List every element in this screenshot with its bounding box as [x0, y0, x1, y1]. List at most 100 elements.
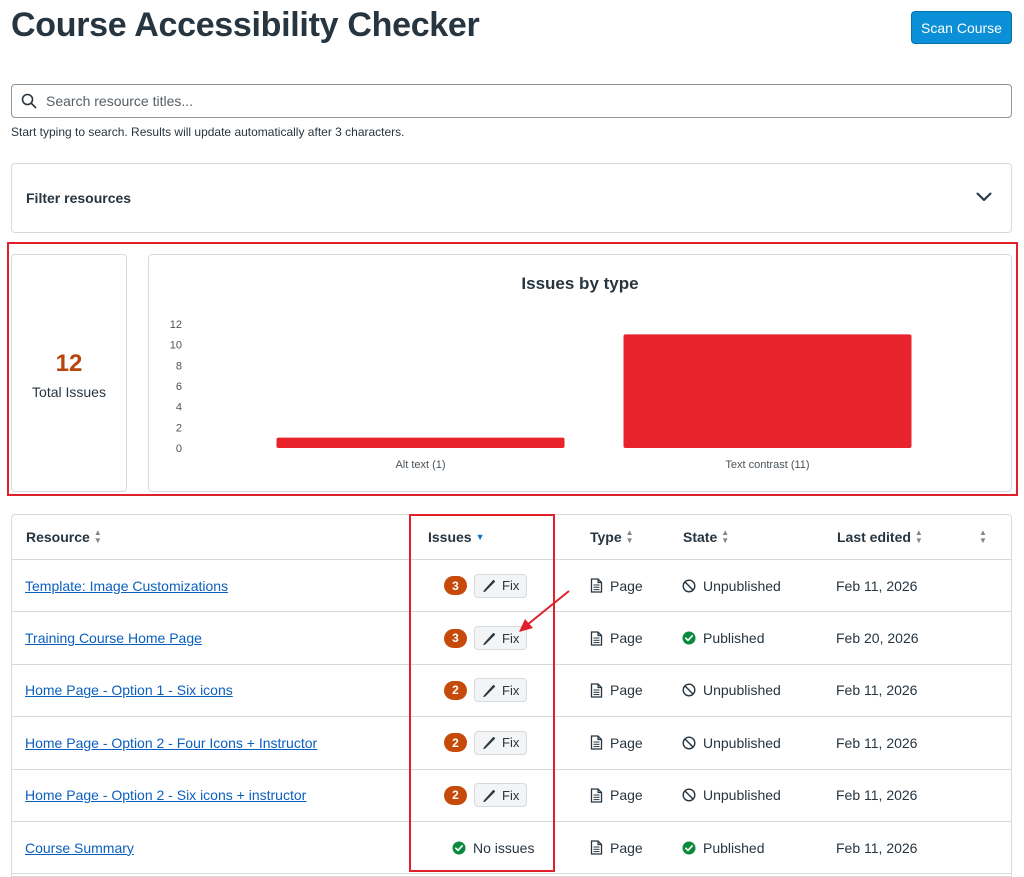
state-label: Published — [703, 630, 765, 647]
type-label: Page — [610, 787, 643, 804]
state-cell: Published — [682, 612, 765, 663]
y-tick-label: 10 — [170, 340, 182, 352]
table-row: Training Course Home Page 3 Fix Page Publish… — [12, 612, 1011, 665]
state-label: Unpublished — [703, 682, 781, 699]
sort-icon: ▲ ▼ — [979, 528, 987, 545]
column-header-type[interactable]: Type ▲ ▼ — [590, 515, 634, 559]
fix-button[interactable]: Fix — [474, 678, 528, 703]
unpublished-icon — [682, 736, 696, 750]
check-circle-icon — [682, 841, 696, 855]
chart-bar — [276, 437, 565, 448]
sort-icon: ▲ ▼ — [914, 528, 923, 545]
type-label: Page — [610, 682, 643, 699]
y-tick-label: 8 — [176, 360, 182, 372]
column-header-issues[interactable]: Issues ▼ — [428, 515, 485, 559]
no-issues-label: No issues — [473, 839, 535, 856]
issues-cell: 3 Fix — [444, 560, 528, 611]
last-edited-date: Feb 11, 2026 — [836, 787, 918, 804]
filter-resources-toggle[interactable]: Filter resources — [11, 163, 1012, 233]
last-edited-date: Feb 11, 2026 — [836, 839, 918, 856]
column-label-issues: Issues — [428, 529, 472, 545]
issues-cell: 2 Fix — [444, 770, 528, 821]
table-row: Home Page - Option 1 - Six icons 2 Fix Page… — [12, 665, 1011, 718]
resource-link[interactable]: Home Page - Option 2 - Six icons + instr… — [25, 787, 307, 804]
scan-course-button[interactable]: Scan Course — [911, 11, 1012, 44]
fix-label: Fix — [502, 578, 520, 594]
summary-highlight — [7, 242, 1018, 496]
last-edited-cell: Feb 11, 2026 — [836, 822, 917, 873]
check-circle-icon — [452, 841, 466, 855]
resource-cell: Course Summary — [25, 822, 134, 873]
chart-bar — [623, 334, 912, 448]
column-header-last-edited[interactable]: Last edited ▲ ▼ — [837, 515, 923, 559]
sort-icon: ▲ ▼ — [93, 528, 102, 545]
last-edited-date: Feb 11, 2026 — [836, 682, 918, 699]
y-tick-label: 0 — [176, 443, 182, 455]
type-label: Page — [610, 734, 643, 751]
pencil-icon — [482, 578, 502, 593]
fix-label: Fix — [502, 735, 520, 751]
table-row: Template: Image Customizations 3 Fix Page Un… — [12, 560, 1011, 613]
state-cell: Published — [682, 822, 765, 873]
column-header-actions[interactable]: ▲ ▼ — [975, 515, 987, 559]
pencil-icon — [482, 735, 502, 750]
total-issues-count: 12 — [55, 350, 83, 377]
y-tick-label: 2 — [176, 422, 182, 434]
column-header-state[interactable]: State ▲ ▼ — [683, 515, 729, 559]
state-label: Unpublished — [703, 577, 781, 594]
total-issues-label: Total Issues — [32, 384, 106, 400]
resource-link[interactable]: Course Summary — [25, 839, 134, 856]
fix-button[interactable]: Fix — [474, 783, 528, 808]
last-edited-cell: Feb 11, 2026 — [836, 665, 917, 716]
state-cell: Unpublished — [682, 665, 781, 716]
column-label-state: State — [683, 529, 718, 545]
resource-link[interactable]: Template: Image Customizations — [25, 577, 229, 594]
resource-link[interactable]: Home Page - Option 1 - Six icons — [25, 682, 233, 699]
type-cell: Page — [590, 717, 643, 768]
page-icon — [590, 840, 603, 855]
chart-title: Issues by type — [521, 274, 639, 293]
issues-cell: No issues — [452, 822, 534, 873]
state-label: Unpublished — [703, 787, 781, 804]
column-label-resource: Resource — [26, 529, 90, 545]
total-issues-card: 12 Total Issues — [11, 254, 127, 492]
pencil-icon — [482, 631, 502, 646]
resource-link[interactable]: Home Page - Option 2 - Four Icons + Inst… — [25, 734, 318, 751]
page-icon — [590, 578, 603, 593]
fix-button[interactable]: Fix — [474, 626, 528, 651]
unpublished-icon — [682, 579, 696, 593]
column-header-resource[interactable]: Resource ▲ ▼ — [26, 515, 102, 559]
type-cell: Page — [590, 665, 643, 716]
type-label: Page — [610, 839, 643, 856]
last-edited-date: Feb 11, 2026 — [836, 577, 918, 594]
resource-cell: Home Page - Option 1 - Six icons — [25, 665, 233, 716]
search-input[interactable] — [46, 86, 1011, 116]
search-box[interactable] — [11, 84, 1012, 118]
issues-cell: 3 Fix — [444, 612, 528, 663]
issues-column-highlight — [409, 514, 555, 872]
issue-count-badge: 2 — [444, 785, 467, 805]
fix-button[interactable]: Fix — [474, 730, 528, 755]
table-header-row: Resource ▲ ▼ Issues ▼ Type ▲ ▼ State ▲ ▼ La… — [12, 515, 1011, 560]
last-edited-date: Feb 20, 2026 — [836, 630, 919, 647]
page-icon — [590, 788, 603, 803]
issue-count-badge: 2 — [444, 680, 467, 700]
state-cell: Unpublished — [682, 770, 781, 821]
fix-label: Fix — [502, 787, 520, 803]
issue-count-badge: 2 — [444, 733, 467, 753]
unpublished-icon — [682, 788, 696, 802]
fix-label: Fix — [502, 682, 520, 698]
search-icon — [12, 85, 46, 117]
sort-icon: ▲ ▼ — [625, 528, 634, 545]
last-edited-cell: Feb 11, 2026 — [836, 717, 917, 768]
resource-link[interactable]: Training Course Home Page — [25, 630, 202, 647]
state-cell: Unpublished — [682, 560, 781, 611]
state-label: Unpublished — [703, 734, 781, 751]
y-tick-label: 12 — [170, 319, 182, 331]
table-row: Home Page - Option 2 - Six icons + instr… — [12, 770, 1011, 822]
fix-button[interactable]: Fix — [474, 573, 528, 598]
search-hint: Start typing to search. Results will upd… — [11, 125, 405, 139]
resource-cell: Training Course Home Page — [25, 612, 202, 663]
resource-cell: Template: Image Customizations — [25, 560, 228, 611]
last-edited-cell: Feb 11, 2026 — [836, 560, 917, 611]
